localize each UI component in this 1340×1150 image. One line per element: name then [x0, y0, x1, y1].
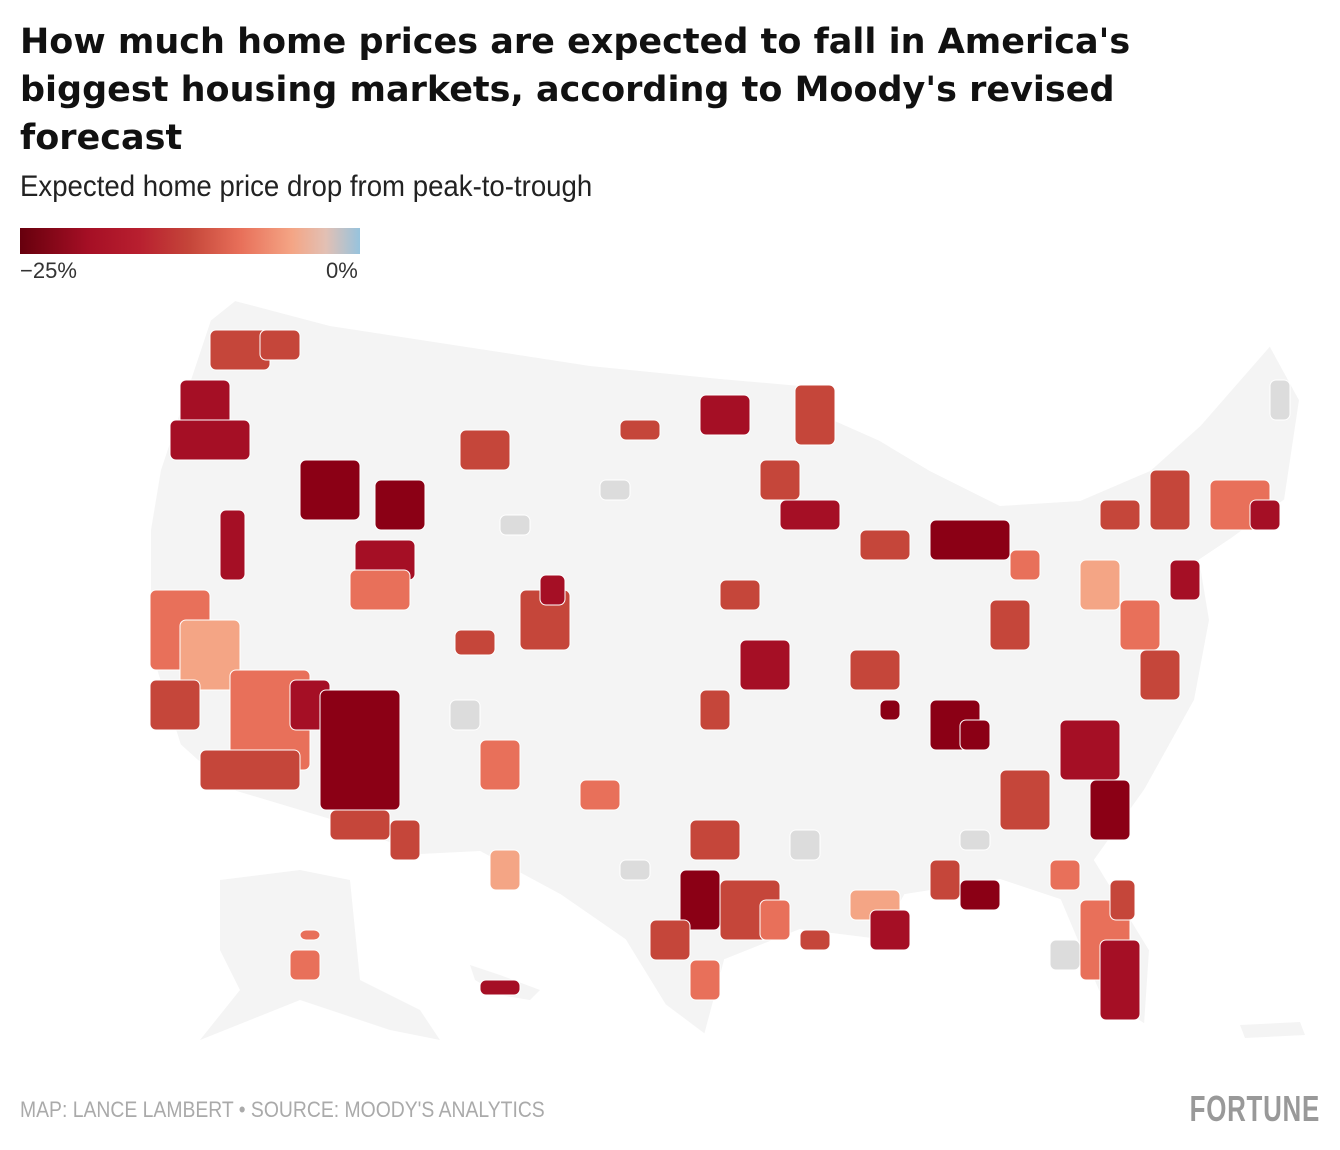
metro-area	[319, 689, 401, 811]
metro-area	[959, 829, 991, 851]
fortune-logo: FORTUNE	[1189, 1088, 1320, 1129]
metro-area	[579, 779, 621, 811]
metro-area	[759, 899, 791, 941]
metro-area	[1099, 939, 1141, 1021]
metro-area	[1169, 559, 1201, 601]
metro-area	[1089, 779, 1131, 841]
metro-area	[349, 569, 411, 611]
metro-area	[479, 739, 521, 791]
metro-area	[199, 749, 301, 791]
metro-area	[499, 514, 531, 536]
metro-area	[799, 929, 831, 951]
puerto-rico-land	[1240, 1022, 1305, 1038]
metro-area	[619, 859, 651, 881]
contiguous-us-land	[149, 298, 1302, 1037]
metro-area	[539, 574, 566, 606]
metro-area	[1149, 469, 1191, 531]
metro-area	[689, 959, 721, 1001]
metro-area	[849, 649, 901, 691]
metro-area	[1009, 549, 1041, 581]
legend-max-label: 0%	[326, 258, 358, 283]
metro-area	[1059, 719, 1121, 781]
legend-min-label: −25%	[20, 258, 77, 283]
us-metro-map	[149, 298, 1305, 1040]
metro-area	[454, 629, 496, 656]
metro-area	[1099, 499, 1141, 531]
metro-area	[1139, 649, 1181, 701]
metro-areas	[149, 329, 1291, 1021]
metro-area	[179, 619, 241, 691]
metro-area	[1049, 939, 1081, 971]
metro-area	[699, 394, 751, 436]
metro-area	[1079, 559, 1121, 611]
metro-area	[299, 929, 321, 941]
metro-area	[794, 384, 836, 446]
metro-area	[929, 519, 1011, 561]
metro-area	[699, 689, 731, 731]
metro-area	[479, 979, 521, 996]
metro-area	[149, 679, 201, 731]
metro-area	[619, 419, 661, 441]
metro-area	[259, 329, 301, 361]
metro-area	[299, 459, 361, 521]
metro-area	[689, 819, 741, 861]
chart-title: How much home prices are expected to fal…	[20, 22, 1131, 158]
metro-area	[1109, 879, 1136, 921]
metro-area	[1119, 599, 1161, 651]
metro-area	[989, 599, 1031, 651]
metro-area	[759, 459, 801, 501]
metro-area	[289, 949, 321, 981]
metro-area	[879, 699, 901, 721]
metro-area	[789, 829, 821, 861]
metro-area	[449, 699, 481, 731]
metro-area	[869, 909, 911, 951]
metro-area	[459, 429, 511, 471]
color-legend-bar	[20, 228, 360, 254]
metro-area	[389, 819, 421, 861]
metro-area	[329, 809, 391, 841]
metro-area	[219, 509, 246, 581]
metro-area	[1049, 859, 1081, 891]
metro-area	[374, 479, 426, 531]
metro-area	[929, 859, 961, 901]
credit-line: MAP: LANCE LAMBERT • SOURCE: MOODY'S ANA…	[20, 1097, 545, 1122]
metro-area	[779, 499, 841, 531]
metro-area	[489, 849, 521, 891]
metro-area	[1269, 379, 1291, 421]
metro-area	[599, 479, 631, 501]
metro-area	[959, 879, 1001, 911]
metro-area	[859, 529, 911, 561]
chart-subtitle: Expected home price drop from peak-to-tr…	[20, 170, 593, 203]
metro-area	[1249, 499, 1281, 531]
metro-area	[169, 419, 251, 461]
metro-area	[959, 719, 991, 751]
metro-area	[649, 919, 691, 961]
metro-area	[739, 639, 791, 691]
metro-area	[999, 769, 1051, 831]
metro-area	[719, 579, 761, 611]
